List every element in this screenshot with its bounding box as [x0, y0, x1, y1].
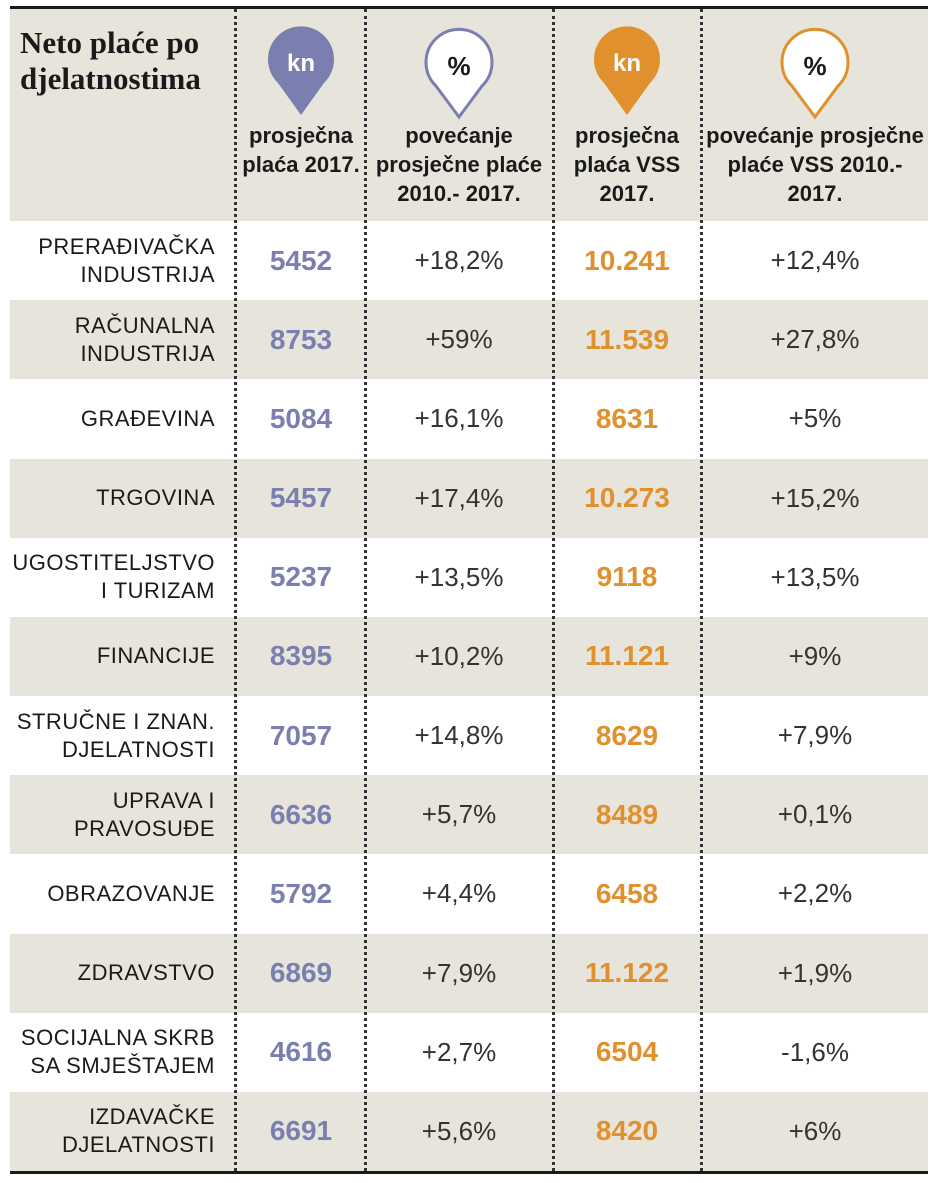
- cell-avg: 8753: [269, 323, 333, 355]
- cell-incvss: +15,2%: [770, 482, 860, 513]
- table-row: GRAĐEVINA 5084 +16,1% 8631 +5%: [10, 379, 928, 458]
- cell-vss: 8629: [595, 719, 659, 751]
- cell-avg: 5452: [269, 244, 333, 276]
- cell-avg: 4616: [269, 1036, 333, 1068]
- table-row: ZDRAVSTVO 6869 +7,9% 11.122 +1,9%: [10, 933, 928, 1013]
- cell-name: ZDRAVSTVO: [77, 960, 215, 986]
- cell-incvss: +5%: [788, 403, 842, 434]
- cell-inc: +16,1%: [414, 403, 504, 434]
- cell-avg: 5084: [269, 402, 333, 434]
- cell-vss: 11.122: [584, 957, 670, 989]
- pin-label: %: [447, 51, 470, 81]
- cell-inc: +7,9%: [421, 957, 497, 988]
- cell-inc: +59%: [425, 324, 493, 355]
- kn-pin-icon: kn: [268, 26, 334, 116]
- cell-incvss: -1,6%: [781, 1036, 849, 1067]
- cell-incvss: +0,1%: [777, 799, 853, 830]
- column-header-avg: kn prosječna plaća 2017.: [238, 9, 364, 221]
- cell-name: RAČUNALNA INDUSTRIJA: [74, 312, 215, 366]
- table-row: STRUČNE I ZNAN. DJELATNOSTI 7057 +14,8% 862…: [10, 696, 928, 775]
- cell-avg: 6869: [269, 957, 333, 989]
- column-header-vss: kn prosječna plaća VSS 2017.: [554, 9, 700, 221]
- cell-vss: 10.241: [584, 244, 670, 276]
- cell-inc: +2,7%: [421, 1036, 497, 1067]
- table-row: SOCIJALNA SKRB SA SMJEŠTAJEM 4616 +2,7% 650…: [10, 1013, 928, 1092]
- cell-avg: 6691: [269, 1115, 333, 1147]
- cell-vss: 9118: [596, 561, 658, 593]
- cell-name: PRERAĐIVAČKA INDUSTRIJA: [38, 233, 215, 287]
- table-header: Neto plaće po djelatnostima kn prosječna…: [10, 9, 928, 221]
- cell-inc: +10,2%: [414, 640, 504, 671]
- column-divider: [234, 9, 237, 1171]
- cell-name: TRGOVINA: [96, 485, 215, 511]
- column-label: prosječna plaća 2017.: [242, 123, 360, 177]
- cell-incvss: +27,8%: [770, 324, 860, 355]
- cell-vss: 8631: [595, 402, 659, 434]
- cell-name: UGOSTITELJSTVO I TURIZAM: [12, 550, 215, 604]
- column-divider: [552, 9, 555, 1171]
- cell-incvss: +6%: [788, 1115, 842, 1146]
- cell-inc: +13,5%: [414, 561, 504, 592]
- cell-incvss: +13,5%: [770, 561, 860, 592]
- table-row: UPRAVA I PRAVOSUĐE 6636 +5,7% 8489 +0,1%: [10, 775, 928, 855]
- cell-vss: 6504: [595, 1036, 659, 1068]
- cell-name: OBRAZOVANJE: [47, 880, 215, 906]
- table-title: Neto plaće po djelatnostima: [20, 25, 201, 96]
- table-row: PRERAĐIVAČKA INDUSTRIJA 5452 +18,2% 10.241 +…: [10, 221, 928, 300]
- cell-avg: 5457: [269, 482, 333, 514]
- cell-incvss: +7,9%: [777, 720, 853, 751]
- pin-label: %: [803, 51, 826, 81]
- cell-name: IZDAVAČKE DJELATNOSTI: [61, 1104, 215, 1158]
- percent-pin-icon: %: [780, 27, 850, 120]
- cell-avg: 5237: [269, 561, 333, 593]
- cell-inc: +5,6%: [421, 1115, 497, 1146]
- table-row: UGOSTITELJSTVO I TURIZAM 5237 +13,5% 9118 +1…: [10, 538, 928, 617]
- column-label: povećanje prosječne plaće VSS 2010.- 201…: [706, 123, 924, 206]
- cell-incvss: +12,4%: [770, 245, 860, 276]
- column-label: povećanje prosječne plaće 2010.- 2017.: [375, 123, 543, 206]
- column-divider: [700, 9, 703, 1171]
- cell-inc: +5,7%: [421, 799, 497, 830]
- cell-inc: +18,2%: [414, 245, 504, 276]
- cell-inc: +14,8%: [414, 720, 504, 751]
- cell-incvss: +2,2%: [777, 878, 853, 909]
- cell-inc: +17,4%: [414, 482, 504, 513]
- cell-vss: 6458: [595, 877, 659, 909]
- cell-avg: 5792: [269, 877, 333, 909]
- table-row: RAČUNALNA INDUSTRIJA 8753 +59% 11.539 +27,8%: [10, 300, 928, 380]
- table-row: OBRAZOVANJE 5792 +4,4% 6458 +2,2%: [10, 854, 928, 933]
- cell-vss: 11.121: [584, 640, 670, 672]
- salary-table: Neto plaće po djelatnostima kn prosječna…: [10, 6, 928, 1174]
- cell-vss: 11.539: [584, 323, 670, 355]
- cell-avg: 6636: [269, 798, 333, 830]
- kn-pin-icon: kn: [594, 26, 660, 116]
- cell-name: STRUČNE I ZNAN. DJELATNOSTI: [16, 708, 215, 762]
- cell-avg: 7057: [269, 719, 333, 751]
- percent-pin-icon: %: [424, 27, 494, 120]
- cell-name: UPRAVA I PRAVOSUĐE: [73, 787, 215, 841]
- cell-inc: +4,4%: [421, 878, 497, 909]
- cell-vss: 8420: [595, 1115, 659, 1147]
- cell-avg: 8395: [269, 640, 333, 672]
- cell-name: GRAĐEVINA: [80, 405, 215, 431]
- column-label: prosječna plaća VSS 2017.: [573, 123, 681, 206]
- cell-vss: 10.273: [584, 482, 670, 514]
- pin-label: kn: [613, 50, 641, 77]
- cell-name: FINANCIJE: [96, 643, 215, 669]
- cell-name: SOCIJALNA SKRB SA SMJEŠTAJEM: [20, 1025, 215, 1079]
- cell-incvss: +9%: [788, 640, 842, 671]
- table-row: IZDAVAČKE DJELATNOSTI 6691 +5,6% 8420 +6%: [10, 1091, 928, 1171]
- cell-incvss: +1,9%: [777, 957, 853, 988]
- pin-label: kn: [287, 50, 315, 77]
- cell-vss: 8489: [595, 798, 659, 830]
- table-row: FINANCIJE 8395 +10,2% 11.121 +9%: [10, 616, 928, 696]
- column-divider: [364, 9, 367, 1171]
- table-row: TRGOVINA 5457 +17,4% 10.273 +15,2%: [10, 458, 928, 538]
- column-header-inc: % povećanje prosječne plaće 2010.- 2017.: [366, 9, 552, 221]
- column-header-incvss: % povećanje prosječne plaće VSS 2010.- 2…: [702, 9, 928, 221]
